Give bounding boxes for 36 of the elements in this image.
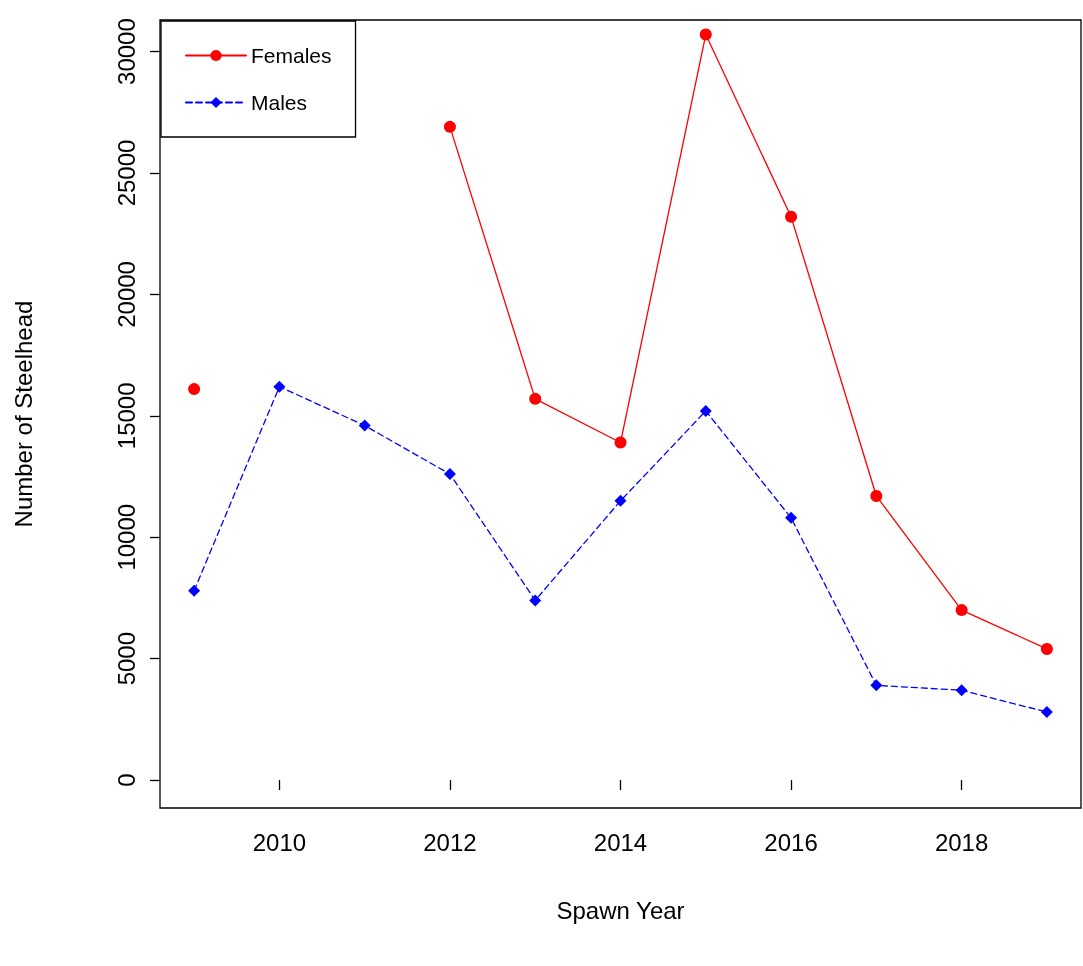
point: [870, 489, 883, 502]
y-tick-label: 30000: [112, 18, 140, 85]
point: [529, 392, 542, 405]
point: [785, 210, 798, 223]
point: [614, 494, 627, 507]
point: [443, 468, 456, 481]
legend-label: Females: [251, 44, 332, 67]
point: [614, 436, 627, 449]
point: [699, 28, 712, 41]
point: [358, 419, 371, 432]
point: [188, 383, 201, 396]
x-axis-title: Spawn Year: [556, 896, 685, 924]
point: [785, 511, 798, 524]
x-tick-label: 2018: [934, 828, 989, 856]
point: [955, 604, 968, 617]
x-tick-label: 2016: [764, 828, 818, 856]
point: [870, 679, 883, 692]
y-tick-label: 10000: [112, 503, 140, 571]
y-tick-label: 20000: [112, 261, 140, 328]
x-tick-label: 2010: [252, 828, 307, 856]
y-axis-title: Number of Steelhead: [9, 300, 37, 528]
y-tick-label: 5000: [112, 631, 140, 686]
point: [699, 404, 712, 417]
point: [529, 594, 542, 607]
point: [1040, 642, 1053, 655]
x-tick-label: 2012: [423, 828, 477, 856]
point: [273, 380, 286, 393]
point: [1040, 706, 1053, 719]
y-tick-label: 25000: [112, 139, 140, 207]
x-tick-label: 2014: [593, 828, 648, 856]
legend-label: Males: [251, 91, 308, 114]
point: [955, 684, 968, 697]
point: [188, 584, 201, 597]
y-tick-label: 0: [112, 773, 140, 787]
point: [443, 120, 456, 133]
y-tick-label: 15000: [112, 382, 140, 450]
